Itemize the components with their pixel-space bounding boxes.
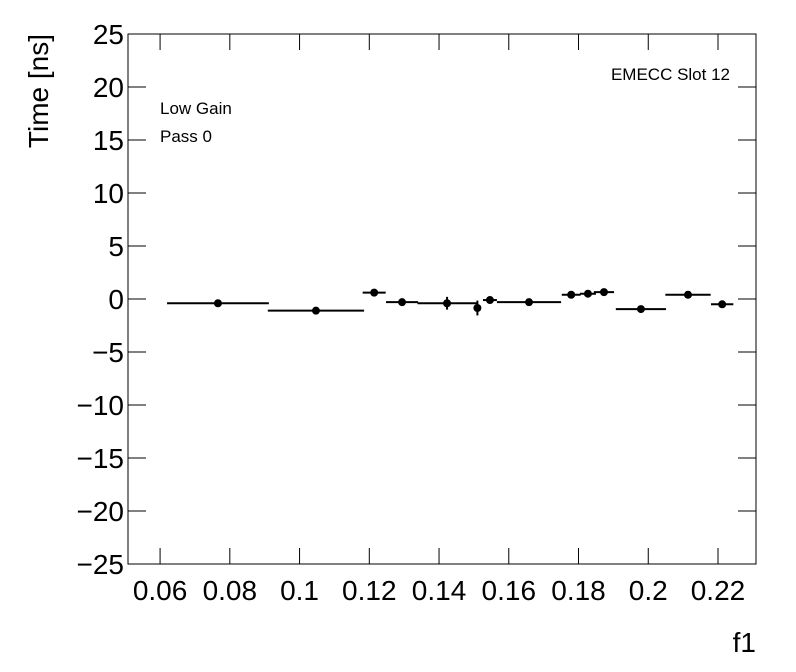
point xyxy=(485,296,494,305)
annotation: EMECC Slot 12 xyxy=(611,65,730,84)
y-tick-label: 10 xyxy=(93,178,124,209)
x-tick-label: 0.14 xyxy=(412,575,467,606)
y-tick-label: −20 xyxy=(77,496,125,527)
y-tick-label: −5 xyxy=(92,337,124,368)
y-axis-title: Time [ns] xyxy=(23,34,54,148)
point xyxy=(213,299,222,308)
y-tick-label: −15 xyxy=(77,443,125,474)
x-tick-label: 0.06 xyxy=(133,575,188,606)
point xyxy=(599,288,608,297)
point xyxy=(473,304,482,313)
annotation: Low Gain xyxy=(160,99,232,118)
x-tick-label: 0.16 xyxy=(482,575,537,606)
point xyxy=(398,298,407,307)
annotation: Pass 0 xyxy=(160,127,212,146)
point xyxy=(443,299,452,308)
point xyxy=(524,298,533,307)
x-tick-label: 0.12 xyxy=(342,575,397,606)
point xyxy=(636,305,645,314)
y-tick-label: 15 xyxy=(93,125,124,156)
y-tick-label: 0 xyxy=(108,284,124,315)
x-tick-label: 0.08 xyxy=(203,575,258,606)
y-tick-label: 25 xyxy=(93,19,124,50)
y-tick-label: −10 xyxy=(77,390,125,421)
point xyxy=(567,290,576,299)
point xyxy=(583,289,592,298)
y-tick-label: 5 xyxy=(108,231,124,262)
point xyxy=(718,300,727,309)
x-axis-title: f1 xyxy=(733,627,756,658)
x-tick-label: 0.18 xyxy=(551,575,606,606)
y-tick-label: −25 xyxy=(77,549,125,580)
point xyxy=(311,306,320,315)
y-tick-label: 20 xyxy=(93,72,124,103)
x-tick-label: 0.1 xyxy=(280,575,319,606)
point xyxy=(684,290,693,299)
x-tick-label: 0.22 xyxy=(691,575,746,606)
x-tick-label: 0.2 xyxy=(629,575,668,606)
point xyxy=(370,288,379,297)
